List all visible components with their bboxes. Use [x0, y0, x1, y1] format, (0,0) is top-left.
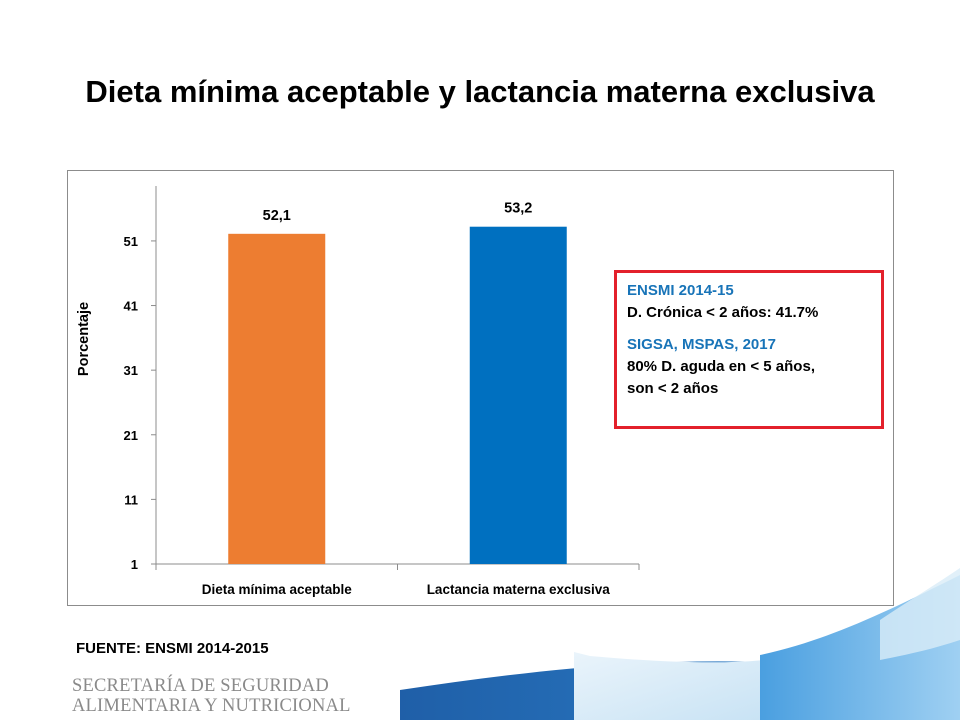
data-label: 53,2: [504, 201, 532, 217]
agency-logo: SECRETARÍA DE SEGURIDAD ALIMENTARIA Y NU…: [72, 676, 351, 716]
page-title: Dieta mínima aceptable y lactancia mater…: [85, 74, 875, 109]
annotation-line-2a: 80% D. aguda en < 5 años,: [627, 358, 815, 375]
annotation-source-2: SIGSA, MSPAS, 2017: [627, 336, 776, 353]
y-tick-label: 51: [124, 234, 138, 249]
y-tick-label: 41: [124, 299, 138, 314]
category-label: Dieta mínima aceptable: [202, 582, 353, 597]
y-tick-label: 31: [124, 363, 138, 378]
bar: [228, 233, 326, 565]
annotation-line-1: D. Crónica < 2 años: 41.7%: [627, 304, 819, 321]
y-axis-title: Porcentaje: [76, 302, 92, 376]
logo-line-2: ALIMENTARIA Y NUTRICIONAL: [72, 696, 351, 716]
annotation-box: ENSMI 2014-15 D. Crónica < 2 años: 41.7%…: [614, 270, 884, 429]
data-label: 52,1: [263, 208, 291, 224]
annotation-source-1: ENSMI 2014-15: [627, 282, 734, 299]
category-label: Lactancia materna exclusiva: [427, 582, 611, 597]
bar: [469, 226, 567, 564]
y-tick-label: 11: [124, 492, 138, 507]
y-tick-label: 21: [124, 428, 138, 443]
logo-line-1: SECRETARÍA DE SEGURIDAD: [72, 676, 329, 696]
y-tick-label: 1: [131, 557, 138, 572]
source-note: FUENTE: ENSMI 2014-2015: [76, 640, 269, 657]
annotation-line-2b: son < 2 años: [627, 380, 719, 397]
